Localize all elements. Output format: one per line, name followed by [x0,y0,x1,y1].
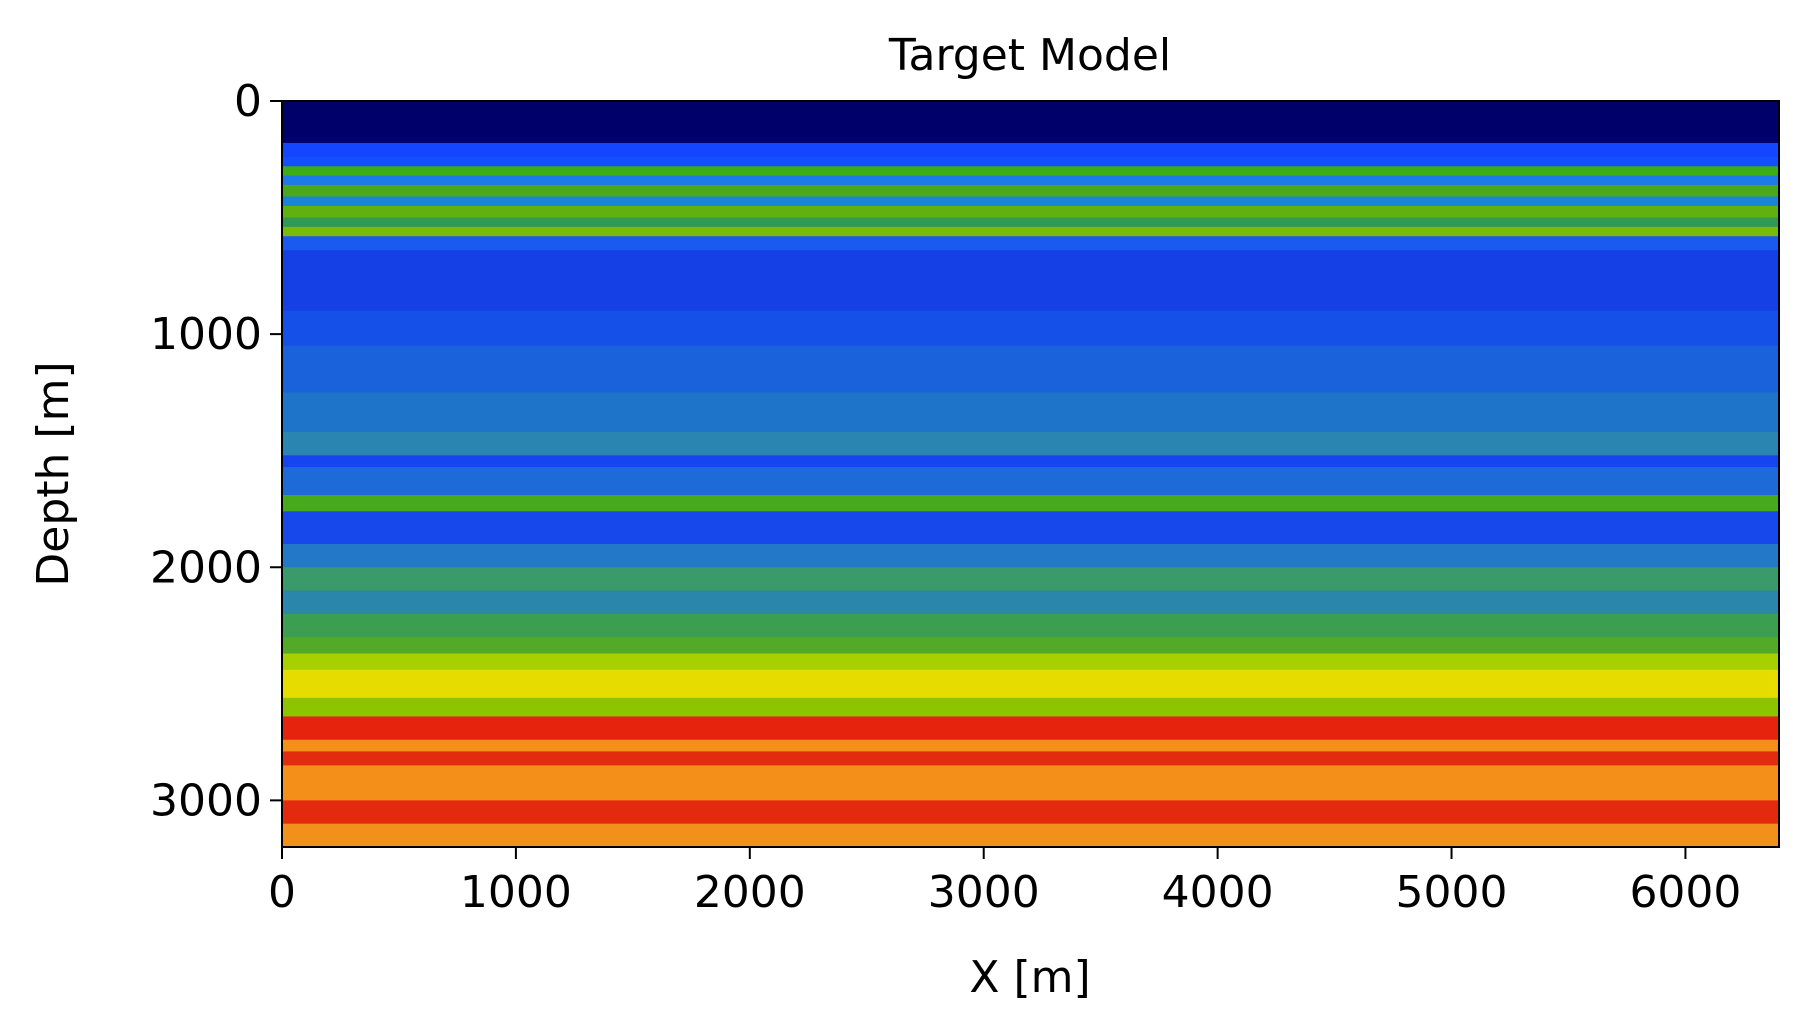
heatmap-layer [282,800,1779,825]
heatmap-layer [282,226,1779,237]
x-tick-label: 4000 [1162,867,1274,918]
heatmap-layer [282,217,1779,228]
heatmap-layer [282,590,1779,615]
heatmap-layer [282,567,1779,592]
heatmap-layer [282,494,1779,512]
x-tick-label: 5000 [1396,867,1508,918]
heatmap-layer [282,142,1779,158]
heatmap-layer [282,543,1779,568]
heatmap-layer [282,511,1779,545]
heatmap-layer [282,166,1779,177]
heatmap-layer [282,613,1779,638]
heatmap-layer [282,739,1779,752]
heatmap-layer [282,637,1779,655]
heatmap-layer [282,345,1779,393]
heatmap-layer [282,467,1779,496]
heatmap-layer [282,250,1779,312]
x-tick-label: 2000 [694,867,806,918]
heatmap-layer [282,669,1779,699]
chart-title: Target Model [888,30,1171,81]
heatmap-layer [282,716,1779,741]
heatmap-layer [282,765,1779,801]
heatmap-layer [282,101,1779,144]
x-axis-label: X [m] [969,952,1090,1003]
heatmap-layer [282,432,1779,456]
heatmap-layer [282,196,1779,207]
y-axis: 0 1000 2000 3000 [150,76,282,826]
y-tick-label: 3000 [150,775,262,826]
x-tick-label: 1000 [460,867,572,918]
y-axis-label: Depth [m] [28,361,79,586]
heatmap-layer [282,175,1779,186]
heatmap-layer [282,236,1779,251]
heatmap-layer [282,751,1779,766]
heatmap-layer [282,455,1779,468]
heatmap-layer [282,823,1779,847]
x-axis: 0 1000 2000 3000 4000 5000 6000 [268,847,1741,918]
y-tick-label: 1000 [150,309,262,360]
y-tick-label: 0 [234,76,262,127]
plot-frame [281,100,1780,848]
heatmap-layer [282,653,1779,671]
x-tick-label: 6000 [1629,867,1741,918]
y-tick-label: 2000 [150,542,262,593]
velocity-heatmap [282,101,1779,847]
heatmap-layer [282,392,1779,433]
heatmap-layer [282,156,1779,167]
heatmap-layer [282,184,1779,198]
heatmap-layer [282,205,1779,219]
heatmap-layer [282,310,1779,347]
heatmap-layer [282,697,1779,717]
x-tick-label: 3000 [928,867,1040,918]
x-tick-label: 0 [268,867,296,918]
